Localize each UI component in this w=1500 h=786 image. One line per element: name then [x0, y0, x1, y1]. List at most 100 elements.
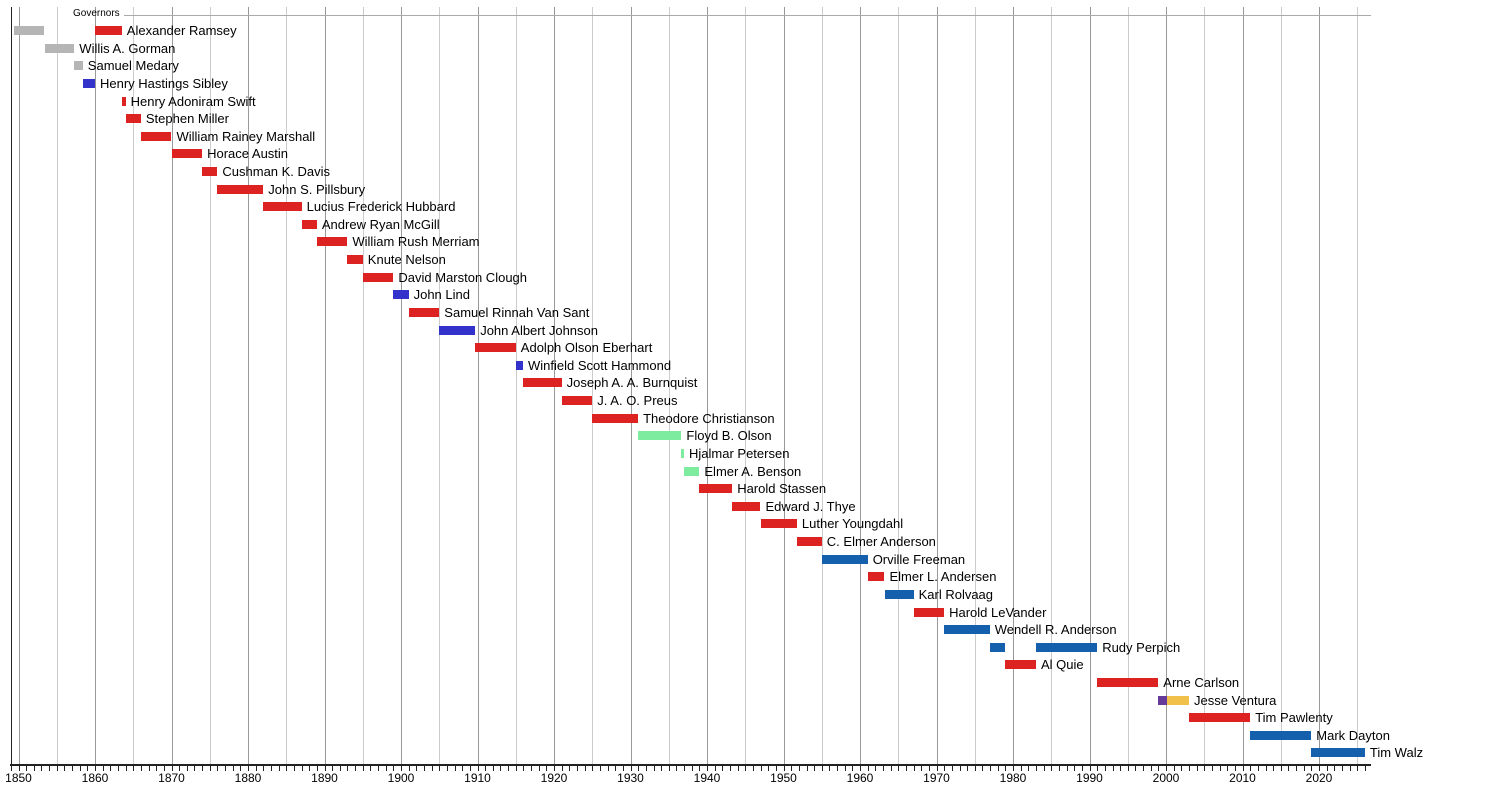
governor-name-label: Luther Youngdahl: [801, 516, 904, 532]
governor-name-label: Elmer A. Benson: [704, 463, 802, 479]
axis-tick-1921: [561, 766, 563, 771]
term-bar-republican: [475, 343, 516, 353]
term-bar-republican: [171, 149, 203, 159]
gridline-1960: [860, 7, 861, 764]
axis-tick-1904: [431, 766, 433, 771]
term-bar-dfl: [821, 554, 868, 564]
term-bar-republican: [316, 237, 348, 247]
axis-tick-1919: [546, 766, 548, 771]
gridline-1870: [171, 7, 173, 764]
gridline-1985: [1051, 7, 1053, 764]
axis-tick-2000: [1166, 766, 1167, 771]
axis-tick-1967: [913, 766, 915, 771]
gridline-1980: [1013, 7, 1014, 764]
axis-year-label-1890: 1890: [311, 771, 338, 785]
axis-tick-1947: [760, 766, 762, 771]
axis-tick-1901: [408, 766, 410, 771]
axis-tick-1952: [798, 766, 800, 771]
axis-tick-1893: [347, 766, 349, 771]
gridline-1990: [1089, 7, 1091, 764]
term-bar-republican: [561, 396, 593, 405]
axis-tick-2003: [1189, 766, 1190, 771]
axis-tick-1944: [737, 766, 739, 771]
axis-tick-2022: [1334, 766, 1336, 771]
governor-name-label: Mark Dayton: [1316, 727, 1390, 743]
axis-tick-1873: [194, 766, 196, 771]
governor-name-label: Rudy Perpich: [1102, 639, 1181, 655]
axis-tick-1937: [684, 766, 685, 771]
axis-tick-1870: [171, 766, 173, 771]
axis-tick-1914: [508, 766, 510, 771]
axis-tick-1905: [439, 766, 441, 771]
gridline-1900: [401, 7, 402, 764]
axis-tick-1988: [1074, 766, 1076, 771]
axis-tick-1849: [10, 766, 12, 771]
axis-tick-1946: [752, 766, 754, 771]
gridline-1915: [515, 7, 517, 764]
axis-tick-1856: [64, 766, 66, 771]
axis-tick-1852: [33, 766, 35, 771]
axis-tick-1871: [179, 766, 181, 771]
axis-tick-1973: [959, 766, 961, 771]
axis-tick-1925: [592, 766, 594, 771]
term-bar-republican: [1097, 677, 1159, 687]
gridline-1860: [95, 7, 96, 764]
gridline-1910: [477, 7, 479, 764]
gridline-2000: [1166, 7, 1167, 764]
governor-name-label: Elmer L. Andersen: [889, 569, 997, 585]
axis-year-label-1870: 1870: [158, 771, 185, 785]
axis-tick-2008: [1227, 766, 1229, 771]
axis-tick-1888: [309, 766, 311, 771]
governor-name-label: Jesse Ventura: [1194, 692, 1277, 708]
axis-tick-1931: [638, 766, 640, 771]
governor-name-label: John Albert Johnson: [480, 322, 598, 338]
term-bar-democratic: [515, 360, 524, 370]
axis-year-label-2010: 2010: [1229, 771, 1256, 785]
axis-tick-1850: [18, 766, 20, 771]
axis-tick-1978: [997, 766, 999, 771]
axis-year-label-1970: 1970: [923, 771, 950, 785]
gridline-2015: [1280, 7, 1282, 764]
axis-tick-1977: [990, 766, 992, 771]
governor-name-label: Samuel Rinnah Van Sant: [444, 304, 590, 320]
axis-tick-1992: [1104, 766, 1106, 771]
term-bar-republican: [732, 501, 761, 511]
term-bar-republican: [408, 307, 440, 317]
axis-tick-2017: [1296, 766, 1298, 771]
axis-tick-1956: [829, 766, 831, 771]
axis-tick-1908: [462, 766, 464, 771]
axis-tick-1996: [1135, 766, 1137, 771]
axis-tick-1939: [699, 766, 701, 771]
axis-tick-2005: [1204, 766, 1206, 771]
axis-tick-1863: [117, 766, 119, 771]
axis-tick-1903: [423, 766, 425, 771]
axis-tick-1924: [584, 766, 586, 771]
governor-name-label: David Marston Clough: [398, 269, 528, 285]
governor-name-label: Horace Austin: [207, 146, 289, 162]
gridline-1970: [936, 7, 938, 764]
chart-title: Governors: [73, 8, 120, 19]
axis-tick-1964: [890, 766, 892, 771]
axis-tick-1980: [1013, 766, 1014, 771]
axis-tick-1860: [95, 766, 96, 771]
axis-tick-2001: [1173, 766, 1175, 771]
axis-tick-1920: [554, 766, 555, 771]
axis-tick-1879: [240, 766, 242, 771]
term-bar-reform: [1158, 695, 1167, 705]
gridline-2020: [1319, 7, 1320, 764]
axis-tick-1854: [49, 766, 51, 771]
axis-tick-1927: [607, 766, 609, 771]
gridline-1935: [668, 7, 670, 764]
governor-name-label: Stephen Miller: [145, 111, 229, 127]
gridline-1875: [209, 7, 211, 764]
gridline-1895: [362, 7, 364, 764]
axis-tick-1872: [186, 766, 188, 771]
gridline-2025: [1357, 7, 1359, 764]
gridline-1890: [324, 7, 326, 764]
axis-tick-1993: [1112, 766, 1114, 771]
gridline-1945: [745, 7, 747, 764]
governor-name-label: John S. Pillsbury: [268, 181, 366, 197]
governor-name-label: Knute Nelson: [367, 252, 446, 268]
governor-name-label: Tim Pawlenty: [1255, 710, 1333, 726]
axis-tick-1894: [355, 766, 357, 771]
